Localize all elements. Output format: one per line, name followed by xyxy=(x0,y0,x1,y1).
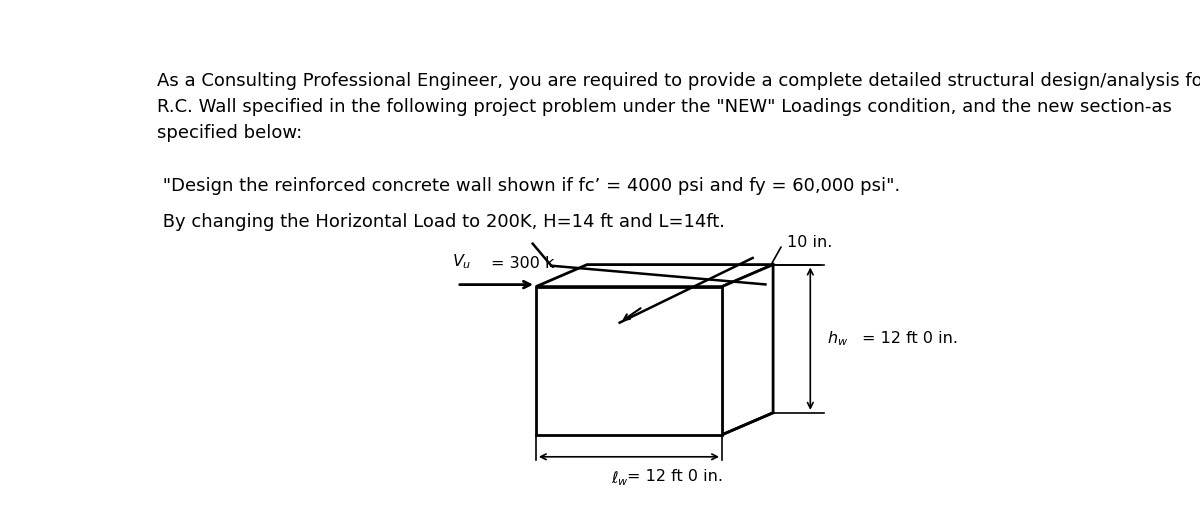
Text: "Design the reinforced concrete wall shown if fc’ = 4000 psi and fy = 60,000 psi: "Design the reinforced concrete wall sho… xyxy=(157,176,901,194)
Text: = 300 k: = 300 k xyxy=(491,256,554,270)
Polygon shape xyxy=(722,265,773,435)
Text: = 12 ft 0 in.: = 12 ft 0 in. xyxy=(628,469,724,484)
Text: = 12 ft 0 in.: = 12 ft 0 in. xyxy=(863,331,959,346)
Polygon shape xyxy=(536,265,773,287)
Text: $\ell_w$: $\ell_w$ xyxy=(611,469,629,488)
Text: $h_w$: $h_w$ xyxy=(827,329,848,348)
Text: 10 in.: 10 in. xyxy=(787,235,833,250)
Text: $V_u$: $V_u$ xyxy=(452,252,472,270)
Text: As a Consulting Professional Engineer, you are required to provide a complete de: As a Consulting Professional Engineer, y… xyxy=(157,72,1200,142)
Polygon shape xyxy=(536,287,722,435)
Text: By changing the Horizontal Load to 200K, H=14 ft and L=14ft.: By changing the Horizontal Load to 200K,… xyxy=(157,213,726,230)
